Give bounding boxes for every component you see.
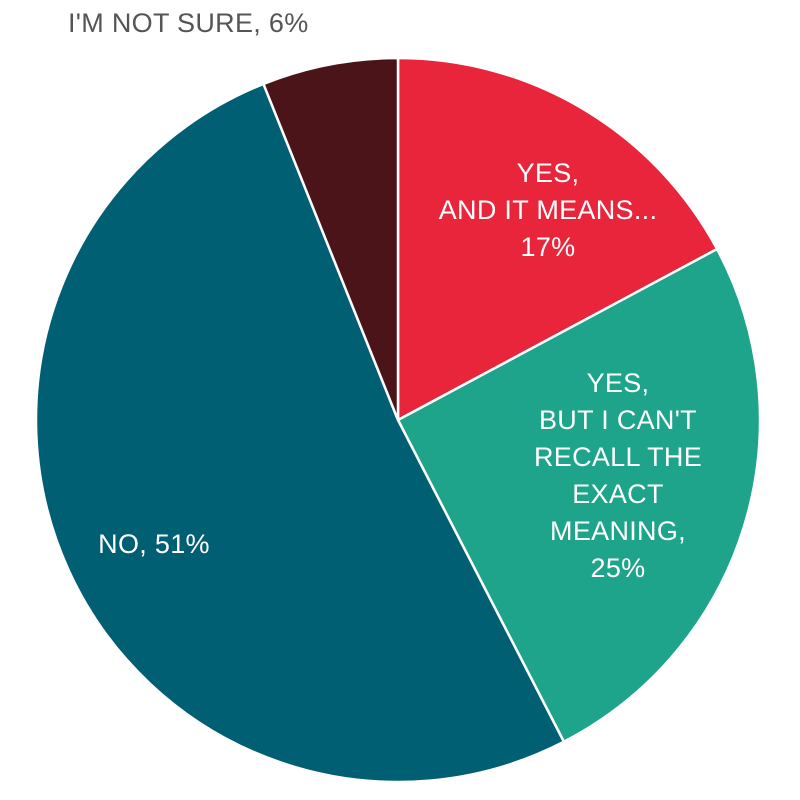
- slice-label-no: NO, 51%: [98, 529, 210, 559]
- pie-slice-yes-cant-recall: [396, 247, 762, 744]
- slice-label-line: NO, 51%: [98, 529, 210, 559]
- slice-label-line: YES,: [587, 368, 650, 398]
- slice-label-line: MEANING,: [550, 516, 686, 546]
- pie-slice-no: [34, 82, 566, 784]
- slice-label-not-sure: I'M NOT SURE, 6%: [68, 8, 309, 38]
- pie-slice-not-sure: [262, 56, 400, 422]
- slice-label-yes-cant-recall: YES, BUT I CAN'T RECALL THE EXACT MEANING, 25…: [534, 368, 702, 583]
- slice-label-yes-and-it-means: YES, AND IT MEANS... 17%: [439, 158, 658, 262]
- slice-label-line: YES,: [517, 158, 580, 188]
- slice-label-line: 17%: [521, 232, 576, 262]
- slice-label-line: BUT I CAN'T: [539, 405, 697, 435]
- slice-label-line: RECALL THE: [534, 442, 702, 472]
- slice-label-line: EXACT: [572, 479, 664, 509]
- slice-label-line: 25%: [591, 553, 646, 583]
- pie-slice-yes-and-it-means: [396, 56, 719, 422]
- slice-label-line: AND IT MEANS...: [439, 195, 658, 225]
